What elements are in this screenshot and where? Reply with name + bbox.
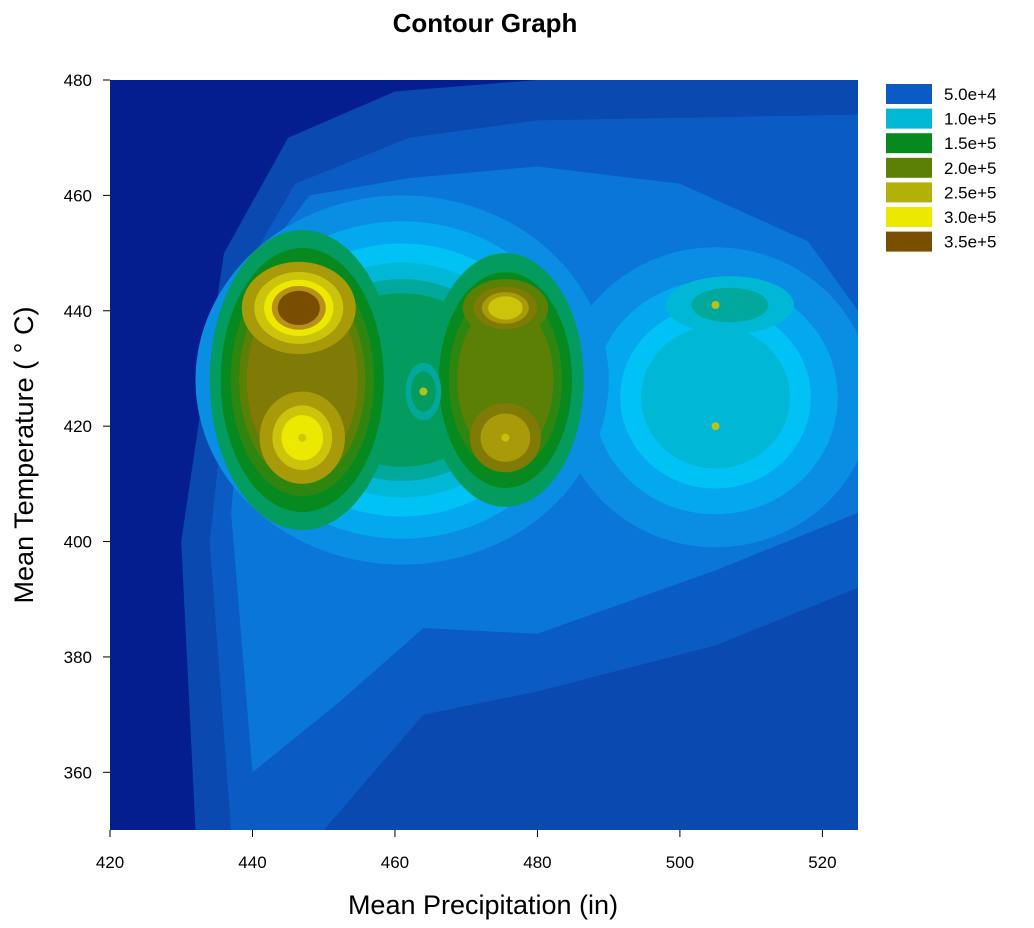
x-tick-label: 480 xyxy=(523,853,551,872)
y-tick-label: 400 xyxy=(64,533,92,552)
legend-label: 2.0e+5 xyxy=(944,159,996,178)
chart-title: Contour Graph xyxy=(393,8,578,38)
contour-peak-1 xyxy=(298,433,307,442)
contour-ring-1-1 xyxy=(691,287,769,323)
contour-peak-4 xyxy=(419,387,428,396)
contour-peak-5 xyxy=(711,301,720,309)
y-tick-label: 440 xyxy=(64,302,92,321)
legend-label: 1.5e+5 xyxy=(944,134,996,153)
legend-label: 3.5e+5 xyxy=(944,233,996,252)
y-tick-label: 360 xyxy=(64,763,92,782)
x-tick-label: 500 xyxy=(666,853,694,872)
x-axis-label: Mean Precipitation (in) xyxy=(348,890,618,920)
legend-label: 1.0e+5 xyxy=(944,110,996,129)
y-tick-label: 460 xyxy=(64,186,92,205)
y-tick-label: 480 xyxy=(64,71,92,90)
x-tick-label: 440 xyxy=(238,853,266,872)
contour-fill-layers xyxy=(181,80,858,830)
legend-swatch xyxy=(886,84,932,104)
y-axis-label: Mean Temperature ( ° C) xyxy=(9,307,39,604)
contour-peak-2 xyxy=(501,303,510,312)
legend-swatch xyxy=(886,182,932,203)
legend-swatch xyxy=(886,157,932,178)
x-tick-label: 420 xyxy=(96,853,124,872)
legend-label: 5.0e+4 xyxy=(944,85,996,104)
contour-ring-0-3 xyxy=(641,326,790,469)
legend-swatch xyxy=(886,133,932,154)
contour-peak-6 xyxy=(711,422,720,431)
legend-swatch xyxy=(886,207,932,227)
legend-swatch xyxy=(886,231,932,252)
contour-peak-0 xyxy=(289,298,308,317)
y-tick-label: 380 xyxy=(64,648,92,667)
legend-label: 3.0e+5 xyxy=(944,208,996,227)
legend-swatch xyxy=(886,108,932,129)
y-axis-ticks: 360 380 400 420 440 460 480 xyxy=(64,71,110,782)
legend-label: 2.5e+5 xyxy=(944,183,996,202)
contour-peak-3 xyxy=(501,433,510,442)
x-axis-ticks: 420 440 460 480 500 520 xyxy=(96,830,837,872)
legend: 5.0e+4 1.0e+5 1.5e+5 2.0e+5 2.5e+5 3.0e+5 3.5e… xyxy=(886,84,996,252)
x-tick-label: 520 xyxy=(808,853,836,872)
y-tick-label: 420 xyxy=(64,417,92,436)
x-tick-label: 460 xyxy=(381,853,409,872)
